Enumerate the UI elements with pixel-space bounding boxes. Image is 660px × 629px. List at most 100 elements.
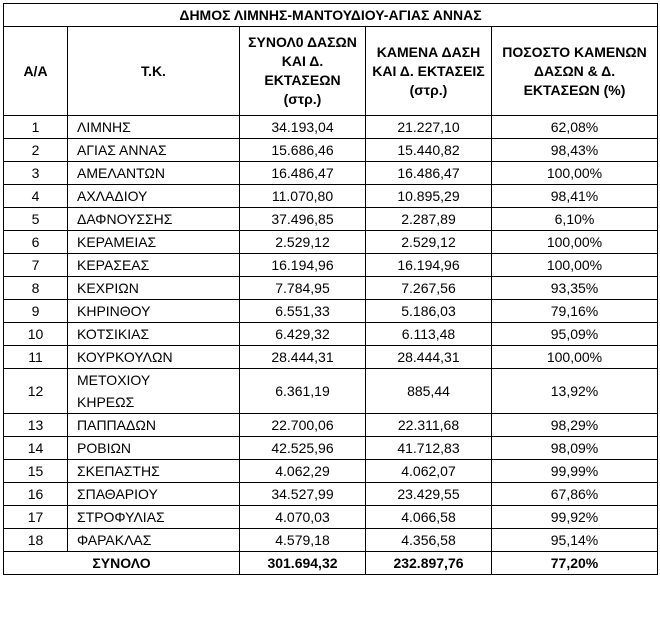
- cell-burned: 6.113,48: [365, 322, 492, 346]
- cell-percent: 98,41%: [491, 184, 658, 208]
- header-tk: Τ.Κ.: [67, 26, 240, 116]
- cell-percent: 79,16%: [491, 299, 658, 323]
- table-row: 5 ΔΑΦΝΟΥΣΣΗΣ 37.496,85 2.287,89 6,10%: [3, 207, 658, 231]
- cell-aa: 9: [3, 299, 68, 323]
- cell-aa: 1: [3, 115, 68, 139]
- table-row: 3 ΑΜΕΛΑΝΤΩΝ 16.486,47 16.486,47 100,00%: [3, 161, 658, 185]
- cell-total: 4.070,03: [239, 505, 366, 529]
- cell-tk: ΛΙΜΝΗΣ: [67, 115, 240, 139]
- cell-total: 6.429,32: [239, 322, 366, 346]
- cell-aa: 7: [3, 253, 68, 277]
- table-row: 4 ΑΧΛΑΔΙΟΥ 11.070,80 10.895,29 98,41%: [3, 184, 658, 208]
- cell-percent: 100,00%: [491, 345, 658, 369]
- cell-aa: 3: [3, 161, 68, 185]
- cell-total: 28.444,31: [239, 345, 366, 369]
- cell-burned: 28.444,31: [365, 345, 492, 369]
- header-total-forest: ΣΥΝΟΛ0 ΔΑΣΩΝ ΚΑΙ Δ. ΕΚΤΑΣΕΩΝ (στρ.): [239, 26, 366, 116]
- table-body: 1 ΛΙΜΝΗΣ 34.193,04 21.227,10 62,08% 2 ΑΓΙΑΣ Α…: [3, 115, 658, 575]
- cell-total: 15.686,46: [239, 138, 366, 162]
- totals-percent: 77,20%: [491, 551, 658, 575]
- cell-aa: 15: [3, 459, 68, 483]
- cell-burned: 10.895,29: [365, 184, 492, 208]
- cell-total: 37.496,85: [239, 207, 366, 231]
- cell-total: 16.194,96: [239, 253, 366, 277]
- cell-burned: 7.267,56: [365, 276, 492, 300]
- table-row: 12 ΜΕΤΟΧΙΟΥ ΚΗΡΕΩΣ 6.361,19 885,44 13,92%: [3, 368, 658, 414]
- table-row: 18 ΦΑΡΑΚΛΑΣ 4.579,18 4.356,58 95,14%: [3, 528, 658, 552]
- cell-percent: 100,00%: [491, 161, 658, 185]
- cell-tk: ΚΕΡΑΜΕΙΑΣ: [67, 230, 240, 254]
- cell-percent: 62,08%: [491, 115, 658, 139]
- cell-aa: 18: [3, 528, 68, 552]
- cell-tk: ΑΓΙΑΣ ΑΝΝΑΣ: [67, 138, 240, 162]
- cell-burned: 21.227,10: [365, 115, 492, 139]
- table-row: 8 ΚΕΧΡΙΩΝ 7.784,95 7.267,56 93,35%: [3, 276, 658, 300]
- table-row: 13 ΠΑΠΠΑΔΩΝ 22.700,06 22.311,68 98,29%: [3, 413, 658, 437]
- cell-burned: 4.356,58: [365, 528, 492, 552]
- cell-burned: 23.429,55: [365, 482, 492, 506]
- cell-burned: 4.062,07: [365, 459, 492, 483]
- cell-total: 2.529,12: [239, 230, 366, 254]
- cell-aa: 12: [3, 368, 68, 414]
- cell-aa: 4: [3, 184, 68, 208]
- table-row: 2 ΑΓΙΑΣ ΑΝΝΑΣ 15.686,46 15.440,82 98,43%: [3, 138, 658, 162]
- table-row: 16 ΣΠΑΘΑΡΙΟΥ 34.527,99 23.429,55 67,86%: [3, 482, 658, 506]
- cell-aa: 17: [3, 505, 68, 529]
- cell-tk: ΚΟΤΣΙΚΙΑΣ: [67, 322, 240, 346]
- cell-tk: ΑΜΕΛΑΝΤΩΝ: [67, 161, 240, 185]
- cell-burned: 22.311,68: [365, 413, 492, 437]
- cell-tk: ΑΧΛΑΔΙΟΥ: [67, 184, 240, 208]
- cell-aa: 13: [3, 413, 68, 437]
- table-row: 10 ΚΟΤΣΙΚΙΑΣ 6.429,32 6.113,48 95,09%: [3, 322, 658, 346]
- header-burned: ΚΑΜΕΝΑ ΔΑΣΗ ΚΑΙ Δ. ΕΚΤΑΣΕΙΣ (στρ.): [365, 26, 492, 116]
- header-aa: Α/Α: [3, 26, 68, 116]
- totals-total: 301.694,32: [239, 551, 366, 575]
- cell-aa: 6: [3, 230, 68, 254]
- cell-tk: ΣΚΕΠΑΣΤΗΣ: [67, 459, 240, 483]
- cell-burned: 5.186,03: [365, 299, 492, 323]
- cell-burned: 16.194,96: [365, 253, 492, 277]
- cell-total: 4.579,18: [239, 528, 366, 552]
- cell-aa: 14: [3, 436, 68, 460]
- table-row: 15 ΣΚΕΠΑΣΤΗΣ 4.062,29 4.062,07 99,99%: [3, 459, 658, 483]
- cell-percent: 98,09%: [491, 436, 658, 460]
- cell-percent: 93,35%: [491, 276, 658, 300]
- cell-total: 6.551,33: [239, 299, 366, 323]
- cell-tk: ΚΟΥΡΚΟΥΛΩΝ: [67, 345, 240, 369]
- cell-burned: 885,44: [365, 368, 492, 414]
- cell-tk: ΚΕΡΑΣΕΑΣ: [67, 253, 240, 277]
- cell-burned: 2.529,12: [365, 230, 492, 254]
- cell-percent: 98,29%: [491, 413, 658, 437]
- totals-burned: 232.897,76: [365, 551, 492, 575]
- cell-total: 22.700,06: [239, 413, 366, 437]
- cell-burned: 16.486,47: [365, 161, 492, 185]
- cell-percent: 99,92%: [491, 505, 658, 529]
- cell-aa: 5: [3, 207, 68, 231]
- cell-burned: 41.712,83: [365, 436, 492, 460]
- header-row: Α/Α Τ.Κ. ΣΥΝΟΛ0 ΔΑΣΩΝ ΚΑΙ Δ. ΕΚΤΑΣΕΩΝ (σ…: [3, 26, 658, 116]
- cell-aa: 8: [3, 276, 68, 300]
- table-title: ΔΗΜΟΣ ΛΙΜΝΗΣ-ΜΑΝΤΟΥΔΙΟΥ-ΑΓΙΑΣ ΑΝΝΑΣ: [3, 3, 658, 27]
- cell-percent: 100,00%: [491, 253, 658, 277]
- header-percent: ΠΟΣΟΣΤΟ ΚΑΜΕΝΩΝ ΔΑΣΩΝ & Δ. ΕΚΤΑΣΕΩΝ (%): [491, 26, 658, 116]
- totals-label: ΣΥΝΟΛΟ: [3, 551, 240, 575]
- table-row: 1 ΛΙΜΝΗΣ 34.193,04 21.227,10 62,08%: [3, 115, 658, 139]
- cell-percent: 99,99%: [491, 459, 658, 483]
- forest-fire-table-container: ΔΗΜΟΣ ΛΙΜΝΗΣ-ΜΑΝΤΟΥΔΙΟΥ-ΑΓΙΑΣ ΑΝΝΑΣ Α/Α …: [3, 3, 658, 575]
- cell-total: 4.062,29: [239, 459, 366, 483]
- table-row: 17 ΣΤΡΟΦΥΛΙΑΣ 4.070,03 4.066,58 99,92%: [3, 505, 658, 529]
- cell-tk: ΠΑΠΠΑΔΩΝ: [67, 413, 240, 437]
- cell-tk: ΚΕΧΡΙΩΝ: [67, 276, 240, 300]
- cell-percent: 100,00%: [491, 230, 658, 254]
- cell-tk: ΔΑΦΝΟΥΣΣΗΣ: [67, 207, 240, 231]
- cell-total: 42.525,96: [239, 436, 366, 460]
- cell-burned: 15.440,82: [365, 138, 492, 162]
- cell-aa: 11: [3, 345, 68, 369]
- cell-total: 34.193,04: [239, 115, 366, 139]
- cell-tk: ΦΑΡΑΚΛΑΣ: [67, 528, 240, 552]
- table-row: 11 ΚΟΥΡΚΟΥΛΩΝ 28.444,31 28.444,31 100,00%: [3, 345, 658, 369]
- totals-row: ΣΥΝΟΛΟ 301.694,32 232.897,76 77,20%: [3, 551, 658, 575]
- cell-percent: 6,10%: [491, 207, 658, 231]
- cell-tk: ΣΤΡΟΦΥΛΙΑΣ: [67, 505, 240, 529]
- table-row: 7 ΚΕΡΑΣΕΑΣ 16.194,96 16.194,96 100,00%: [3, 253, 658, 277]
